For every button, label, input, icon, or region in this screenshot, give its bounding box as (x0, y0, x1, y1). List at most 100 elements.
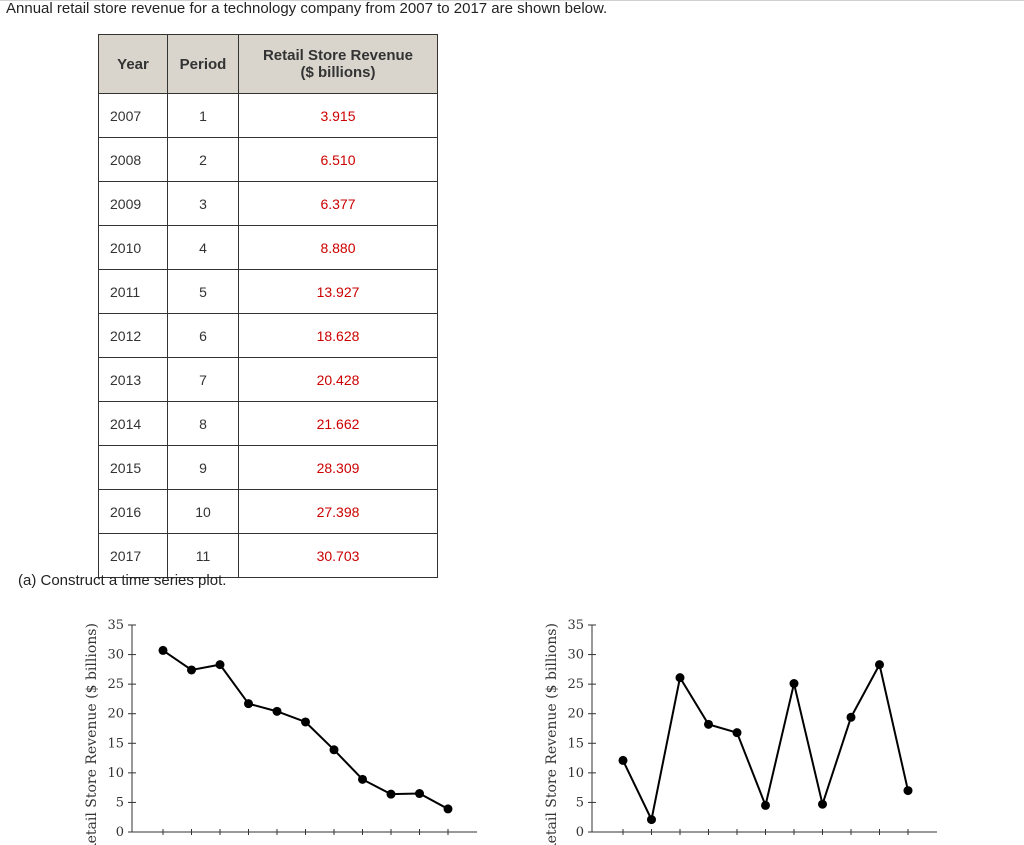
part-a-prompt: (a) Construct a time series plot. (18, 572, 227, 589)
cell-year: 2008 (98, 137, 168, 182)
table-row: 2013 7 20.428 (98, 357, 438, 402)
table-row: 2008 2 6.510 (98, 137, 438, 182)
y-tick-label: 25 (107, 677, 124, 692)
y-axis-label: Retail Store Revenue ($ billions) (544, 623, 560, 845)
plot-option-1-svg: Retail Store Revenue ($ billions) 0 5 10 15 2… (84, 618, 477, 845)
plot-option-2[interactable]: Retail Store Revenue ($ billions) 0 5 10 15 2… (520, 600, 940, 845)
cell-period: 1 (167, 93, 239, 138)
data-point (215, 660, 225, 670)
cell-year: 2014 (98, 401, 168, 446)
y-tick-label: 10 (107, 766, 124, 781)
table-row: 2016 10 27.398 (98, 489, 438, 534)
cell-period: 6 (167, 313, 239, 358)
table-row: 2007 1 3.915 (98, 93, 438, 138)
data-point (761, 800, 770, 810)
cell-revenue: 3.915 (238, 93, 438, 138)
y-tick-label: 5 (116, 795, 124, 810)
data-point (675, 673, 685, 683)
revenue-table: Year Period Retail Store Revenue ($ bill… (98, 34, 438, 578)
data-point (301, 717, 310, 727)
cell-year: 2009 (98, 181, 168, 226)
series-line (162, 649, 449, 810)
y-tick-label: 10 (567, 766, 584, 781)
cell-year: 2015 (98, 445, 168, 490)
y-tick-label: 25 (567, 677, 584, 692)
intro-text: Annual retail store revenue for a techno… (6, 0, 608, 17)
cell-period: 7 (167, 357, 239, 402)
data-point (903, 786, 913, 796)
y-tick-label: 35 (107, 618, 124, 633)
table-header-row: Year Period Retail Store Revenue ($ bill… (98, 34, 438, 94)
data-point (415, 789, 424, 799)
cell-year: 2013 (98, 357, 168, 402)
cell-year: 2016 (98, 489, 168, 534)
header-revenue: Retail Store Revenue ($ billions) (238, 34, 438, 94)
cell-year: 2007 (98, 93, 168, 138)
data-point (704, 719, 713, 729)
data-point (618, 755, 628, 765)
table-row: 2017 11 30.703 (98, 533, 438, 578)
cell-revenue: 8.880 (238, 225, 438, 270)
data-point (244, 699, 253, 709)
y-tick-label: 15 (567, 736, 584, 751)
plot-option-2-svg: Retail Store Revenue ($ billions) 0 5 10 15 2… (544, 618, 937, 845)
header-revenue-line1: Retail Store Revenue (262, 47, 414, 64)
data-point (386, 789, 396, 799)
cell-year: 2017 (98, 533, 168, 578)
data-point (846, 712, 856, 722)
cell-period: 3 (167, 181, 239, 226)
y-tick-label: 20 (107, 707, 124, 722)
data-point (443, 804, 453, 814)
series-line (622, 661, 909, 823)
cell-period: 2 (167, 137, 239, 182)
y-tick-label: 35 (567, 618, 584, 633)
cell-revenue: 21.662 (238, 401, 438, 446)
data-point (187, 665, 196, 675)
cell-revenue: 13.927 (238, 269, 438, 314)
cell-period: 9 (167, 445, 239, 490)
data-point (329, 745, 339, 755)
data-point (647, 815, 656, 825)
plot-option-1[interactable]: Retail Store Revenue ($ billions) 0 5 10 15 2… (60, 600, 480, 845)
cell-revenue: 20.428 (238, 357, 438, 402)
top-divider (0, 0, 1024, 1)
table-body: 2007 1 3.915 2008 2 6.510 2009 3 6.377 2010 4 8.880… (98, 93, 438, 578)
data-point (158, 645, 168, 655)
table-row: 2009 3 6.377 (98, 181, 438, 226)
cell-period: 11 (167, 533, 239, 578)
cell-period: 8 (167, 401, 239, 446)
table-row: 2015 9 28.309 (98, 445, 438, 490)
y-tick-label: 30 (567, 648, 584, 663)
y-tick-label: 20 (567, 707, 584, 722)
data-point (818, 799, 827, 809)
header-year: Year (98, 34, 168, 94)
header-period: Period (167, 34, 239, 94)
data-point (358, 774, 367, 784)
cell-year: 2011 (98, 269, 168, 314)
cell-revenue: 6.377 (238, 181, 438, 226)
data-point (732, 728, 742, 738)
cell-year: 2010 (98, 225, 168, 270)
y-tick-label: 30 (107, 648, 124, 663)
cell-revenue: 6.510 (238, 137, 438, 182)
y-tick-label: 5 (576, 795, 584, 810)
cell-revenue: 27.398 (238, 489, 438, 534)
cell-period: 4 (167, 225, 239, 270)
data-point (789, 679, 799, 689)
header-revenue-line2: ($ billions) (300, 64, 376, 81)
data-point (875, 660, 884, 670)
y-axis-label: Retail Store Revenue ($ billions) (84, 623, 100, 845)
cell-year: 2012 (98, 313, 168, 358)
table-row: 2011 5 13.927 (98, 269, 438, 314)
y-tick-label: 0 (576, 825, 584, 840)
cell-period: 5 (167, 269, 239, 314)
cell-revenue: 18.628 (238, 313, 438, 358)
y-tick-label: 0 (116, 825, 124, 840)
table-row: 2014 8 21.662 (98, 401, 438, 446)
table-row: 2012 6 18.628 (98, 313, 438, 358)
table-row: 2010 4 8.880 (98, 225, 438, 270)
y-tick-label: 15 (107, 736, 124, 751)
cell-period: 10 (167, 489, 239, 534)
cell-revenue: 30.703 (238, 533, 438, 578)
cell-revenue: 28.309 (238, 445, 438, 490)
